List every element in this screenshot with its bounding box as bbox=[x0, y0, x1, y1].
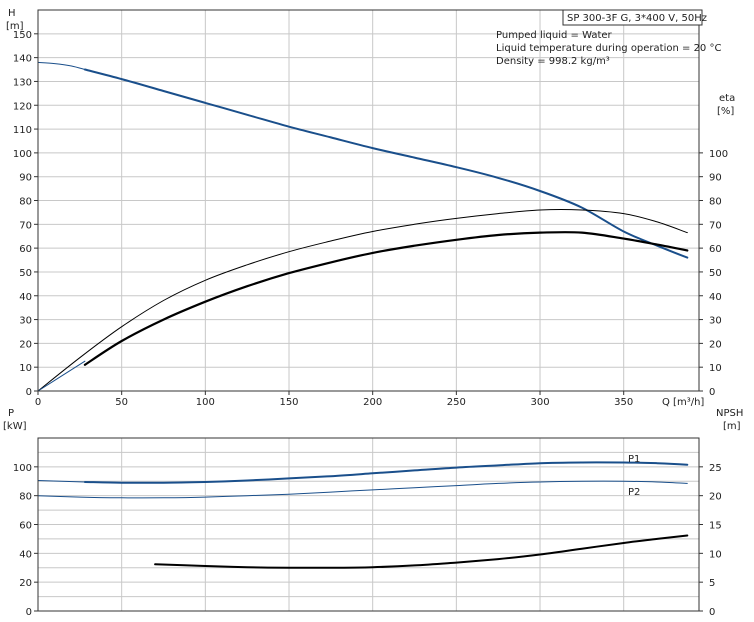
top-x-tick-label: 100 bbox=[196, 397, 215, 408]
top-right-tick-label: 40 bbox=[709, 292, 722, 303]
top-x-tick-label: 350 bbox=[614, 397, 633, 408]
top-left-tick-label: 90 bbox=[19, 173, 32, 184]
info-line-density: Density = 998.2 kg/m³ bbox=[496, 56, 610, 67]
bottom-left-tick-label: 0 bbox=[26, 607, 32, 618]
bottom-right-tick-label: 0 bbox=[709, 607, 715, 618]
p-axis-unit: [kW] bbox=[3, 421, 27, 432]
top-series-diag-thin bbox=[37, 360, 86, 392]
top-left-tick-label: 0 bbox=[26, 387, 32, 398]
bottom-chart-grid bbox=[38, 438, 699, 611]
top-left-tick-label: 40 bbox=[19, 292, 32, 303]
bottom-left-tick-label: 40 bbox=[19, 549, 32, 560]
top-series-h bbox=[83, 68, 689, 259]
top-left-tick-label: 70 bbox=[19, 220, 32, 231]
top-x-tick-label: 0 bbox=[35, 397, 41, 408]
top-right-tick-label: 10 bbox=[709, 363, 722, 374]
top-left-tick-label: 50 bbox=[19, 268, 32, 279]
top-right-tick-label: 60 bbox=[709, 244, 722, 255]
top-right-tick-label: 80 bbox=[709, 197, 722, 208]
series-label-p1: P1 bbox=[628, 454, 640, 465]
bottom-left-tick-label: 80 bbox=[19, 492, 32, 503]
top-right-tick-label: 30 bbox=[709, 316, 722, 327]
x-axis-label: Q [m³/h] bbox=[662, 397, 704, 408]
bottom-right-tick-label: 25 bbox=[709, 463, 722, 474]
top-series-h-thin bbox=[37, 61, 86, 70]
bottom-right-tick-label: 5 bbox=[709, 578, 715, 589]
top-left-tick-label: 130 bbox=[13, 77, 32, 88]
top-left-tick-label: 10 bbox=[19, 363, 32, 374]
p-axis-label: P bbox=[8, 408, 14, 419]
top-right-tick-label: 0 bbox=[709, 387, 715, 398]
top-x-tick-label: 50 bbox=[115, 397, 128, 408]
bottom-series-p1-thin bbox=[37, 480, 86, 483]
npsh-axis-label: NPSH bbox=[716, 408, 743, 419]
top-left-tick-label: 60 bbox=[19, 244, 32, 255]
top-x-tick-label: 250 bbox=[447, 397, 466, 408]
bottom-chart-axes: 0 20 40 60 80 100 0 5 10 15 20 25 P [kW] NPSH [m] bbox=[3, 408, 743, 618]
bottom-series-npsh bbox=[154, 534, 689, 569]
bottom-left-tick-label: 60 bbox=[19, 521, 32, 532]
top-x-tick-label: 300 bbox=[530, 397, 549, 408]
eta-axis-unit: [%] bbox=[717, 106, 734, 117]
h-axis-label: H bbox=[8, 8, 16, 19]
bottom-left-tick-label: 100 bbox=[13, 463, 32, 474]
top-left-tick-label: 110 bbox=[13, 125, 32, 136]
top-chart-curves bbox=[37, 61, 689, 392]
top-series-eta-thin bbox=[37, 209, 688, 392]
top-series-eta bbox=[83, 231, 689, 366]
info-title: SP 300-3F G, 3*400 V, 50Hz bbox=[567, 13, 707, 24]
eta-axis-label: eta bbox=[719, 93, 735, 104]
top-left-tick-label: 120 bbox=[13, 101, 32, 112]
top-right-tick-label: 50 bbox=[709, 268, 722, 279]
top-chart-axes: 0102030405060708090100110120130140150010… bbox=[6, 8, 735, 408]
bottom-series-p2 bbox=[37, 480, 688, 499]
top-left-tick-label: 30 bbox=[19, 316, 32, 327]
top-left-tick-label: 150 bbox=[13, 30, 32, 41]
bottom-right-tick-label: 15 bbox=[709, 521, 722, 532]
top-left-tick-label: 100 bbox=[13, 149, 32, 160]
top-right-tick-label: 100 bbox=[709, 149, 728, 160]
bottom-right-tick-label: 10 bbox=[709, 549, 722, 560]
h-axis-unit: [m] bbox=[6, 21, 24, 32]
bottom-right-tick-label: 20 bbox=[709, 492, 722, 503]
bottom-series-p1 bbox=[83, 461, 689, 484]
series-label-p2: P2 bbox=[628, 487, 640, 498]
bottom-left-tick-label: 20 bbox=[19, 578, 32, 589]
info-box: SP 300-3F G, 3*400 V, 50Hz Pumped liquid… bbox=[496, 9, 721, 67]
info-line-temperature: Liquid temperature during operation = 20… bbox=[496, 43, 721, 54]
top-chart-grid bbox=[38, 10, 699, 391]
npsh-axis-unit: [m] bbox=[723, 421, 741, 432]
top-right-tick-label: 70 bbox=[709, 220, 722, 231]
info-line-liquid: Pumped liquid = Water bbox=[496, 30, 613, 41]
top-x-tick-label: 200 bbox=[363, 397, 382, 408]
top-left-tick-label: 80 bbox=[19, 197, 32, 208]
top-right-tick-label: 90 bbox=[709, 173, 722, 184]
top-right-tick-label: 20 bbox=[709, 339, 722, 350]
top-x-tick-label: 150 bbox=[279, 397, 298, 408]
bottom-chart-curves: P1 P2 bbox=[37, 454, 689, 569]
top-left-tick-label: 140 bbox=[13, 54, 32, 65]
top-left-tick-label: 20 bbox=[19, 339, 32, 350]
